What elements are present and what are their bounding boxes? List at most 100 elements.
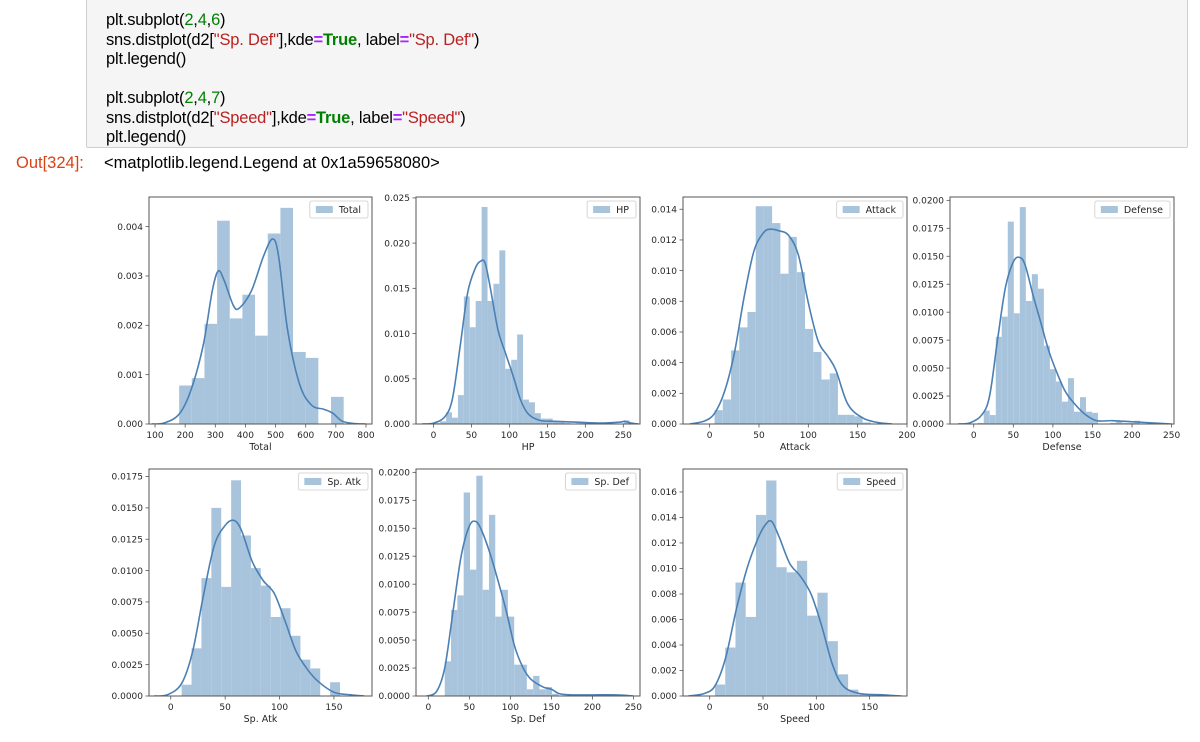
- y-tick-label: 0.0125: [379, 552, 411, 562]
- legend-swatch: [1100, 206, 1118, 213]
- x-axis-label: HP: [522, 442, 535, 453]
- histogram-bar: [499, 250, 506, 424]
- x-tick-label: 50: [219, 703, 231, 713]
- histogram-bar: [1110, 422, 1117, 424]
- histogram-bar: [533, 675, 540, 696]
- histogram-bar: [229, 318, 243, 424]
- histogram-bar: [293, 351, 306, 424]
- legend-swatch: [304, 478, 322, 485]
- histogram-bar: [242, 294, 256, 424]
- y-tick-label: 0.008: [651, 590, 677, 600]
- x-tick-label: 700: [327, 431, 344, 441]
- histogram-bar: [290, 635, 301, 696]
- histogram-bar: [796, 272, 806, 424]
- histogram-bar: [725, 647, 736, 696]
- subplot-sp-atk: 0.0000 0.0025 0.0050 0.0075 0.0100 0.0125 0.01…: [112, 468, 373, 725]
- histogram-bar: [552, 693, 559, 696]
- code-editor[interactable]: plt.subplot(2,4,6) sns.distplot(d2["Sp. D…: [106, 11, 480, 148]
- x-tick-label: 50: [757, 703, 769, 713]
- y-tick-label: 0.002: [651, 667, 677, 677]
- y-tick-label: 0.000: [651, 420, 677, 430]
- y-tick-label: 0.0000: [913, 420, 945, 430]
- histogram-bar: [989, 415, 996, 424]
- histogram-bar: [507, 616, 515, 696]
- x-axis-label: Total: [248, 442, 271, 453]
- y-tick-label: 0.015: [384, 285, 410, 295]
- x-tick-label: 150: [861, 703, 878, 713]
- histogram-bar: [260, 585, 271, 696]
- legend-label: HP: [616, 205, 629, 216]
- histogram-bar: [217, 220, 230, 424]
- x-axis-label: Sp. Atk: [244, 714, 278, 725]
- histogram-bar: [763, 206, 773, 424]
- y-tick-label: 0.002: [651, 390, 677, 400]
- histogram-bar: [722, 399, 732, 424]
- histogram-bar: [846, 414, 855, 424]
- kde-curve: [426, 520, 634, 696]
- histogram-bar: [493, 283, 500, 424]
- y-tick-label: 0.0150: [379, 524, 411, 534]
- histogram-bar: [772, 223, 781, 424]
- code-line: sns.distplot(d2["Speed"],kde=True, label…: [106, 108, 466, 127]
- legend: Sp. Def: [564, 472, 637, 491]
- y-tick-label: 0.002: [117, 322, 143, 332]
- y-tick-label: 0.0050: [913, 364, 945, 374]
- y-tick-label: 0.0100: [112, 567, 144, 577]
- histogram-bar: [520, 664, 527, 696]
- axes-frame: [148, 196, 373, 425]
- code-line: plt.legend(): [106, 50, 187, 68]
- kde-curve: [689, 228, 893, 424]
- histogram-bar: [280, 207, 294, 424]
- histogram-bar: [827, 641, 838, 696]
- histogram-bar: [731, 350, 740, 424]
- y-tick-label: 0.010: [651, 267, 677, 277]
- subplot-hp: 0.000 0.005 0.010 0.015 0.020 0.025 0 50 100 150 2…: [384, 194, 641, 453]
- histogram-bar: [444, 661, 452, 696]
- histogram-bar: [1049, 369, 1056, 424]
- histogram-bar: [330, 682, 341, 696]
- histogram-bar: [463, 296, 470, 424]
- subplot-speed: 0.000 0.002 0.004 0.006 0.008 0.010 0.012 0.014…: [651, 468, 908, 725]
- histogram-bar: [1037, 288, 1044, 424]
- y-tick-label: 0.0100: [379, 580, 411, 590]
- y-tick-label: 0.000: [384, 420, 410, 430]
- histogram-bar: [805, 328, 814, 424]
- histogram-bar: [231, 480, 242, 696]
- y-tick-label: 0.0125: [112, 535, 144, 545]
- histogram-bar: [255, 335, 268, 424]
- kde-curve: [154, 519, 365, 696]
- histogram-bar: [481, 206, 488, 424]
- histogram-bar: [331, 396, 344, 424]
- histogram-bar: [552, 421, 559, 424]
- x-tick-label: 500: [267, 431, 284, 441]
- histogram-bar: [735, 582, 746, 696]
- histogram-bar: [539, 689, 546, 696]
- histogram-bar: [1116, 420, 1123, 424]
- legend: Total: [309, 200, 369, 219]
- histogram-bar: [796, 560, 808, 696]
- histogram-bar: [837, 414, 847, 424]
- histogram-bar: [475, 301, 482, 424]
- histogram-bar: [854, 416, 863, 424]
- legend-label: Defense: [1124, 205, 1163, 216]
- histogram-bar: [201, 578, 212, 696]
- histogram-bar: [457, 395, 464, 424]
- y-tick-label: 0.0000: [112, 692, 144, 702]
- x-tick-label: 600: [297, 431, 314, 441]
- code-cell[interactable]: plt.subplot(2,4,6) sns.distplot(d2["Sp. D…: [86, 0, 1188, 148]
- histogram-bar: [505, 368, 512, 424]
- histogram-bar: [1013, 313, 1020, 424]
- y-tick-label: 0.0000: [379, 692, 411, 702]
- x-tick-label: 200: [898, 431, 915, 441]
- legend-swatch: [842, 206, 860, 213]
- subplot-defense: 0.0000 0.0025 0.0050 0.0075 0.0100 0.0125 0.01…: [913, 196, 1180, 453]
- legend-swatch: [843, 478, 861, 485]
- x-tick-label: 100: [502, 703, 519, 713]
- histogram-bar: [1128, 422, 1135, 424]
- subplot-total: 0.000 0.001 0.002 0.003 0.004 100 200 300 400 500…: [117, 196, 375, 453]
- y-tick-label: 0.005: [384, 375, 410, 385]
- axes-frame: [682, 196, 908, 425]
- histogram-bar: [745, 616, 756, 696]
- histogram-bar: [211, 507, 222, 696]
